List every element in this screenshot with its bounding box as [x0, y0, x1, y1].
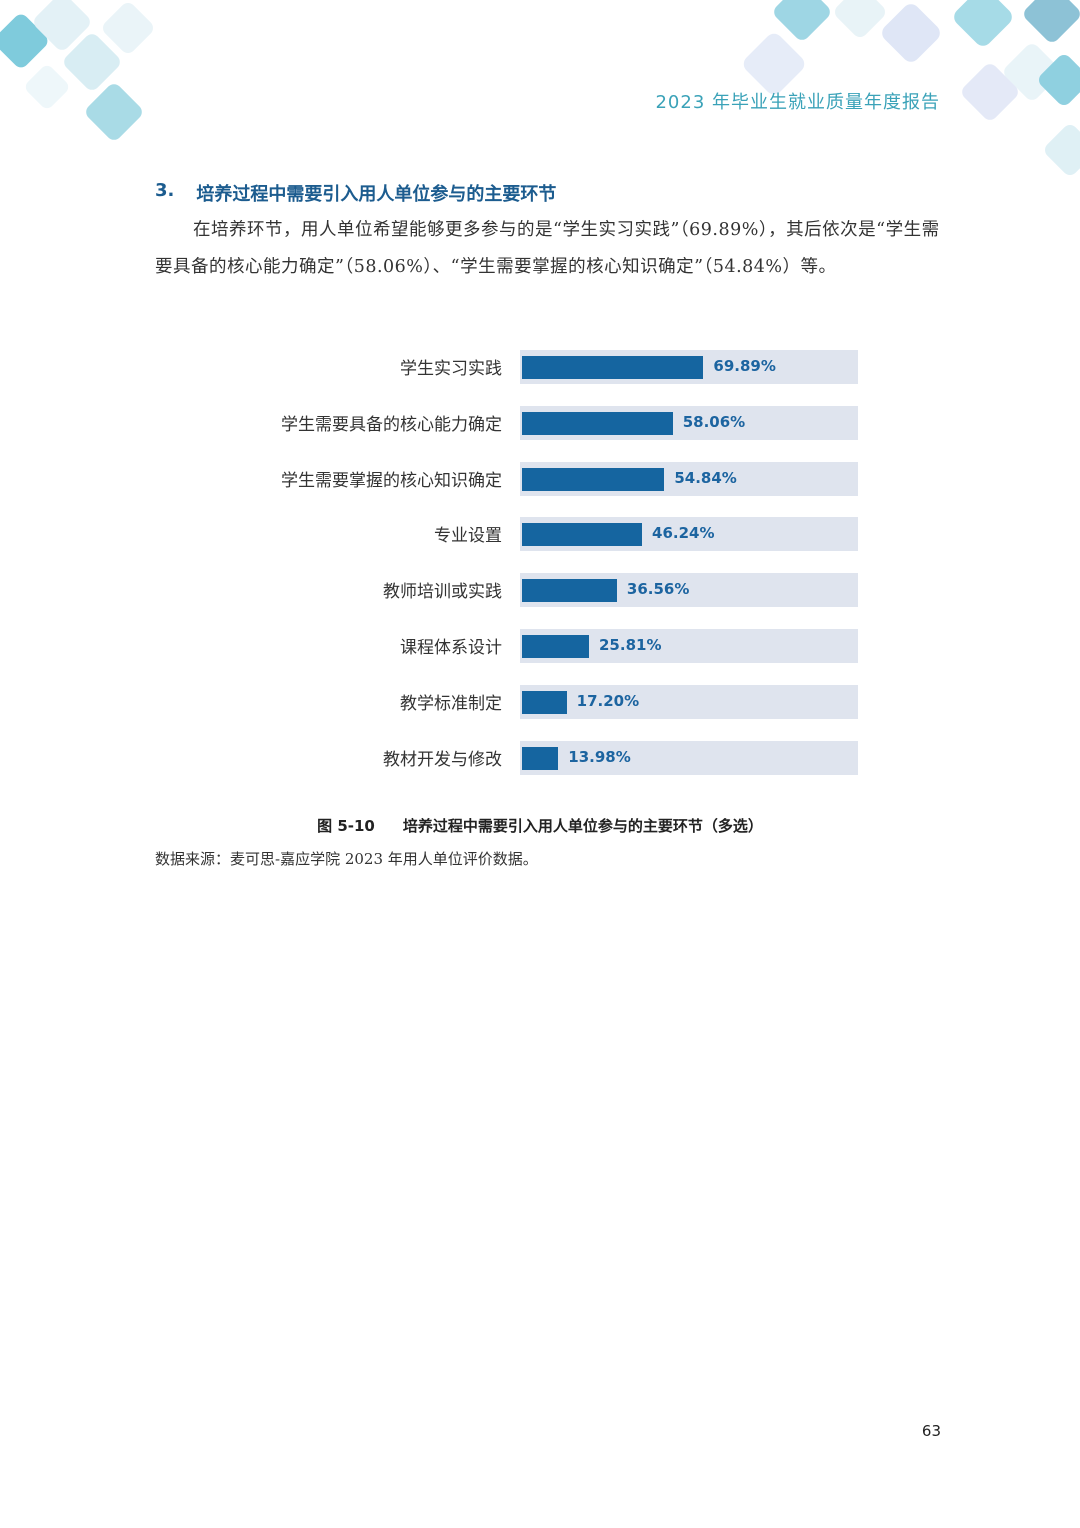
category-label: 教材开发与修改 [383, 749, 502, 770]
value-label: 58.06% [682, 412, 746, 431]
chart-row: 教材开发与修改 13.98% [0, 740, 1080, 776]
chart-row: 教师培训或实践 36.56% [0, 572, 1080, 608]
category-label: 教师培训或实践 [383, 582, 502, 603]
bar [522, 523, 643, 547]
chart-row: 学生需要具备的核心能力确定 58.06% [0, 405, 1080, 441]
bar-chart: 学生实习实践 69.89% 学生需要具备的核心能力确定 58.06% 学生需要掌握的核心… [0, 340, 1080, 790]
bar-track [520, 684, 858, 719]
category-label: 学生实习实践 [400, 359, 502, 379]
category-label: 学生需要具备的核心能力确定 [281, 414, 502, 435]
section-title: 培养过程中需要引入用人单位参与的主要环节 [196, 184, 557, 205]
value-label: 36.56% [626, 580, 690, 599]
value-label: 46.24% [652, 524, 715, 543]
page-number: 63 [921, 1422, 941, 1440]
value-label: 25.81% [599, 636, 662, 654]
category-label: 课程体系设计 [400, 638, 502, 658]
chart-row: 教学标准制定 17.20% [0, 684, 1080, 720]
category-label: 学生需要掌握的核心知识确定 [281, 470, 502, 491]
bar [522, 467, 665, 491]
bar [522, 690, 567, 714]
intro-paragraph: 在培养环节，用人单位希望能够更多参与的是“学生实习实践”（69.89%），其后依… [155, 220, 940, 277]
figure-number: 图 5-10 [317, 817, 375, 835]
bar [522, 635, 589, 658]
value-label: 69.89% [713, 357, 776, 375]
data-source-note: 数据来源：麦可思-嘉应学院 2023 年用人单位评价数据。 [155, 850, 538, 868]
figure-caption-text: 培养过程中需要引入用人单位参与的主要环节（多选） [402, 817, 763, 835]
section-heading: 3. 培养过程中需要引入用人单位参与的主要环节 [155, 180, 556, 206]
bar [522, 356, 704, 379]
chart-row: 专业设置 46.24% [0, 516, 1080, 552]
value-label: 54.84% [674, 468, 737, 487]
chart-row: 课程体系设计 25.81% [0, 628, 1080, 664]
chart-row: 学生需要掌握的核心知识确定 54.84% [0, 461, 1080, 497]
section-number: 3. [155, 180, 175, 201]
bar [522, 746, 559, 770]
figure-caption: 图 5-10 培养过程中需要引入用人单位参与的主要环节（多选） [0, 815, 1080, 836]
value-label: 17.20% [576, 691, 640, 710]
category-label: 专业设置 [434, 526, 502, 547]
bar [522, 579, 617, 603]
bar-track [520, 740, 858, 775]
chart-row: 学生实习实践 69.89% [0, 349, 1080, 385]
report-header-title: 2023 年毕业生就业质量年度报告 [655, 92, 940, 113]
bar [522, 411, 673, 435]
category-label: 教学标准制定 [400, 693, 502, 714]
value-label: 13.98% [568, 747, 631, 766]
